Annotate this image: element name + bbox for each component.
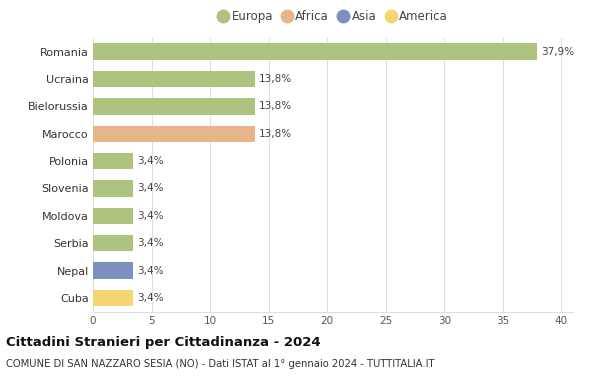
Text: 3,4%: 3,4%: [137, 211, 164, 221]
Bar: [93, 235, 133, 252]
Bar: [93, 153, 133, 169]
Text: Cittadini Stranieri per Cittadinanza - 2024: Cittadini Stranieri per Cittadinanza - 2…: [6, 336, 320, 349]
Text: 37,9%: 37,9%: [541, 47, 575, 57]
Text: 3,4%: 3,4%: [137, 156, 164, 166]
Bar: [93, 125, 254, 142]
Bar: [93, 43, 537, 60]
Text: 13,8%: 13,8%: [259, 129, 292, 139]
Text: 3,4%: 3,4%: [137, 293, 164, 303]
Text: 13,8%: 13,8%: [259, 74, 292, 84]
Text: 3,4%: 3,4%: [137, 266, 164, 276]
Text: 13,8%: 13,8%: [259, 101, 292, 111]
Legend: Europa, Africa, Asia, America: Europa, Africa, Asia, America: [214, 6, 452, 28]
Bar: [93, 290, 133, 306]
Text: COMUNE DI SAN NAZZARO SESIA (NO) - Dati ISTAT al 1° gennaio 2024 - TUTTITALIA.IT: COMUNE DI SAN NAZZARO SESIA (NO) - Dati …: [6, 359, 434, 369]
Bar: [93, 180, 133, 197]
Bar: [93, 207, 133, 224]
Text: 3,4%: 3,4%: [137, 184, 164, 193]
Bar: [93, 262, 133, 279]
Bar: [93, 98, 254, 115]
Bar: [93, 71, 254, 87]
Text: 3,4%: 3,4%: [137, 238, 164, 248]
